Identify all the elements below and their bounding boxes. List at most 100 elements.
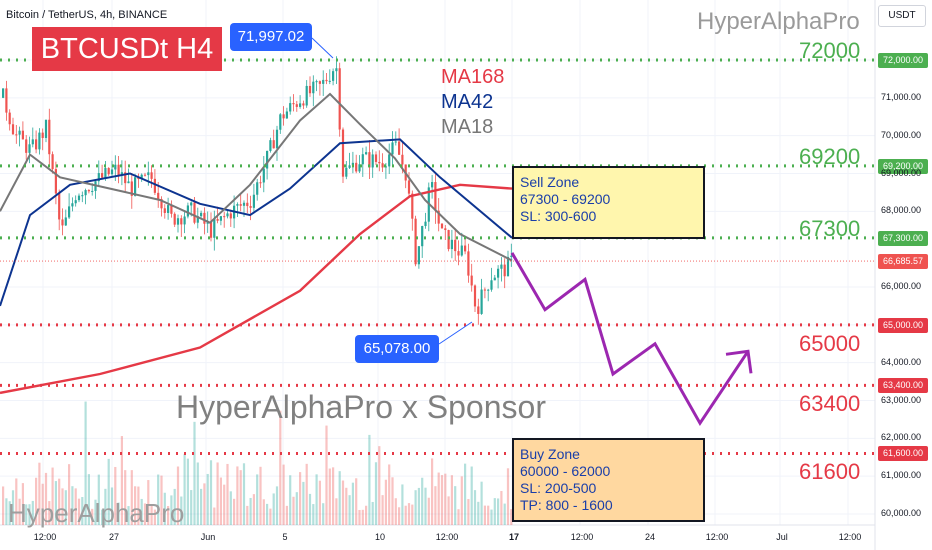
candle xyxy=(355,154,358,174)
volume-bar xyxy=(384,479,387,525)
candle xyxy=(414,215,417,267)
price-tag-72000: 72,000.00 xyxy=(878,53,928,68)
volume-bar xyxy=(249,497,252,525)
candle-body xyxy=(176,218,180,225)
candle-body xyxy=(487,289,490,291)
candle-body xyxy=(183,216,186,225)
candle xyxy=(427,182,430,232)
candle-body xyxy=(272,140,275,149)
candle-body xyxy=(361,154,364,165)
level-label-65000: 65000 xyxy=(799,330,861,356)
candle xyxy=(391,131,394,167)
candle-body xyxy=(371,154,374,168)
volume-bar xyxy=(398,507,401,525)
candle xyxy=(351,151,354,174)
candle-body xyxy=(186,205,189,217)
candle-body xyxy=(153,178,156,193)
volume-bar xyxy=(328,468,331,525)
candle-body xyxy=(110,169,114,175)
candle xyxy=(269,137,272,153)
volume-bar xyxy=(487,505,490,525)
volume-bar xyxy=(104,488,107,525)
candle-body xyxy=(411,193,414,219)
candle xyxy=(117,155,120,184)
candle-body xyxy=(351,162,354,166)
candle xyxy=(295,100,298,112)
candle xyxy=(444,225,447,241)
volume-bar xyxy=(322,503,325,525)
candle-body xyxy=(239,204,242,206)
candle xyxy=(262,156,265,193)
volume-bar xyxy=(338,471,341,525)
candle xyxy=(308,76,312,97)
candle-body xyxy=(483,289,486,291)
candle xyxy=(61,208,64,236)
candle-body xyxy=(388,154,391,167)
candle-body xyxy=(134,177,137,196)
y-tick-label: 70,000.00 xyxy=(881,129,922,140)
low-price-callout: 65,078.00 xyxy=(355,335,439,363)
candle-body xyxy=(5,88,8,113)
volume-bar xyxy=(411,504,414,525)
candle xyxy=(424,212,427,229)
candle-body xyxy=(473,285,477,307)
candle xyxy=(77,193,81,203)
candle xyxy=(361,147,364,177)
candle xyxy=(180,215,183,237)
candle-body xyxy=(421,226,424,247)
volume-bar xyxy=(388,464,391,525)
volume-bar xyxy=(196,462,199,525)
volume-bar xyxy=(473,490,477,525)
candle-body xyxy=(71,203,74,207)
candle-body xyxy=(477,306,480,314)
volume-bar xyxy=(500,490,503,525)
volume-bar xyxy=(77,498,81,525)
candle-body xyxy=(424,221,427,227)
y-tick-label: 64,000.00 xyxy=(881,356,922,367)
candle xyxy=(74,195,77,207)
candle-body xyxy=(77,195,81,201)
currency-selector[interactable]: USDT xyxy=(878,5,926,27)
volume-bar xyxy=(246,505,249,525)
candle xyxy=(480,278,483,315)
candle-body xyxy=(190,202,193,206)
volume-bar xyxy=(437,472,440,525)
volume-bar xyxy=(200,488,203,525)
volume-bar xyxy=(404,505,407,525)
candle xyxy=(124,160,127,193)
candle xyxy=(282,106,285,126)
sell-zone-box: Sell Zone 67300 - 69200 SL: 300-600 xyxy=(512,166,705,239)
grid-lines xyxy=(0,0,875,525)
candle xyxy=(170,200,173,218)
candle-body xyxy=(28,144,31,153)
candle-body xyxy=(2,88,5,98)
volume-bar xyxy=(134,486,137,525)
candle xyxy=(143,172,147,177)
candle xyxy=(503,258,506,289)
volume-bar xyxy=(124,470,127,525)
candles xyxy=(2,56,513,325)
volume-bar xyxy=(130,470,133,525)
buy-zone-tp: TP: 800 - 1600 xyxy=(520,497,613,513)
candle-body xyxy=(454,239,457,252)
candle xyxy=(176,214,180,233)
candle xyxy=(378,150,381,172)
candle xyxy=(447,229,450,252)
volume-bar xyxy=(252,494,255,525)
candle xyxy=(312,75,315,107)
candle-body xyxy=(295,104,298,107)
x-tick-label: 12:00 xyxy=(33,532,57,542)
candle xyxy=(134,173,137,197)
candle-body xyxy=(299,103,302,107)
candle-body xyxy=(163,208,166,213)
candle-body xyxy=(61,219,64,226)
candle xyxy=(256,178,259,201)
candle xyxy=(150,165,153,188)
candle-body xyxy=(434,182,437,211)
volume-bar xyxy=(229,491,232,525)
candle-body xyxy=(196,216,199,223)
candle-body xyxy=(407,180,411,194)
volume-bar xyxy=(233,498,236,525)
candle xyxy=(110,160,114,177)
volume-bar xyxy=(8,501,11,525)
